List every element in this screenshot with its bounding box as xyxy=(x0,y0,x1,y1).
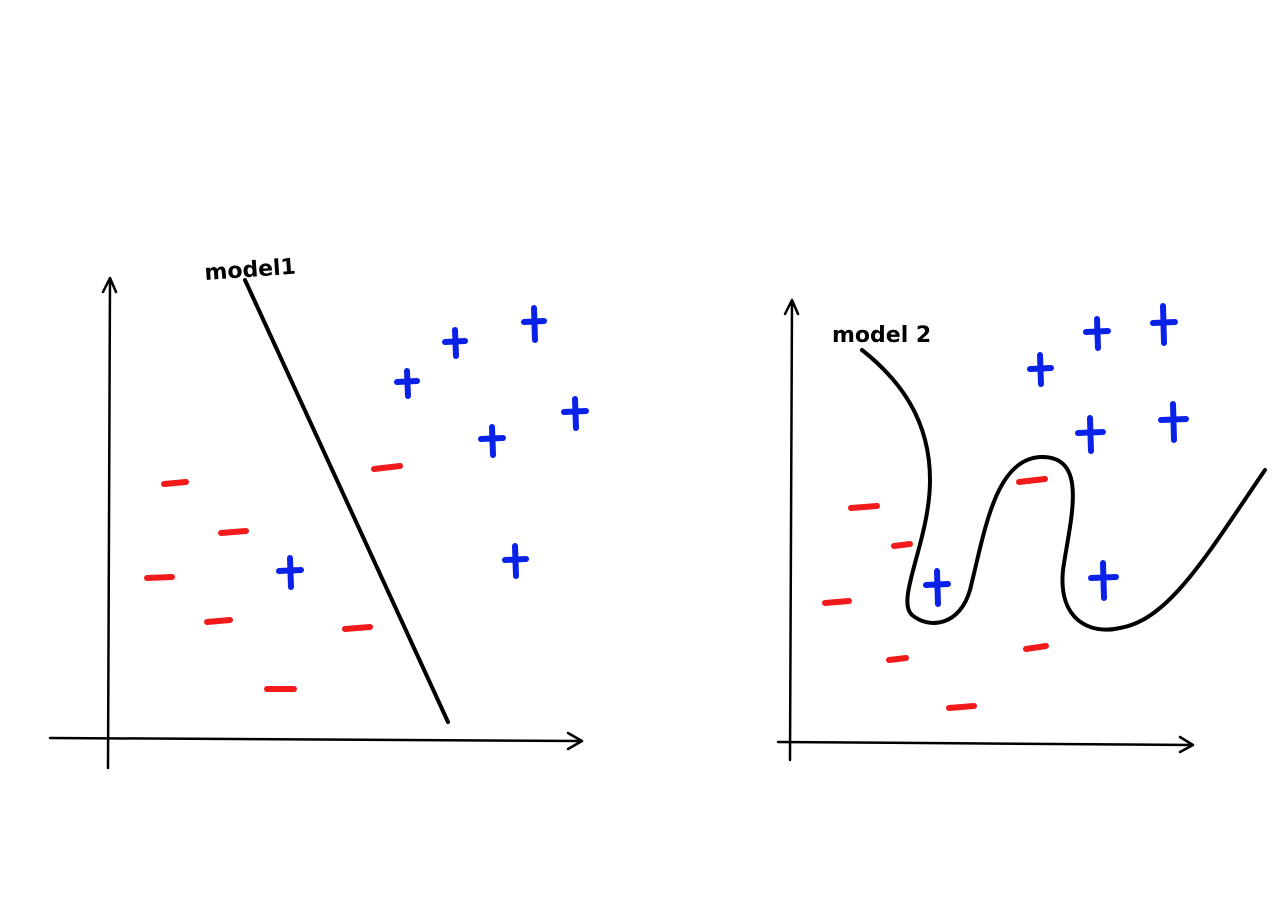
model-label: model 2 xyxy=(832,323,931,348)
positive-points xyxy=(923,303,1189,607)
y-axis xyxy=(783,298,800,762)
model-label: model1 xyxy=(204,255,297,286)
panel-1: model1 xyxy=(48,255,589,770)
negative-points xyxy=(144,463,403,692)
decision-boundary xyxy=(860,348,1267,632)
y-axis xyxy=(101,276,118,770)
x-axis xyxy=(48,731,584,751)
x-axis xyxy=(776,735,1195,754)
panel-2: model 2 xyxy=(776,298,1267,762)
positive-points xyxy=(276,305,589,590)
negative-points xyxy=(822,476,1049,711)
decision-boundary xyxy=(243,278,450,724)
